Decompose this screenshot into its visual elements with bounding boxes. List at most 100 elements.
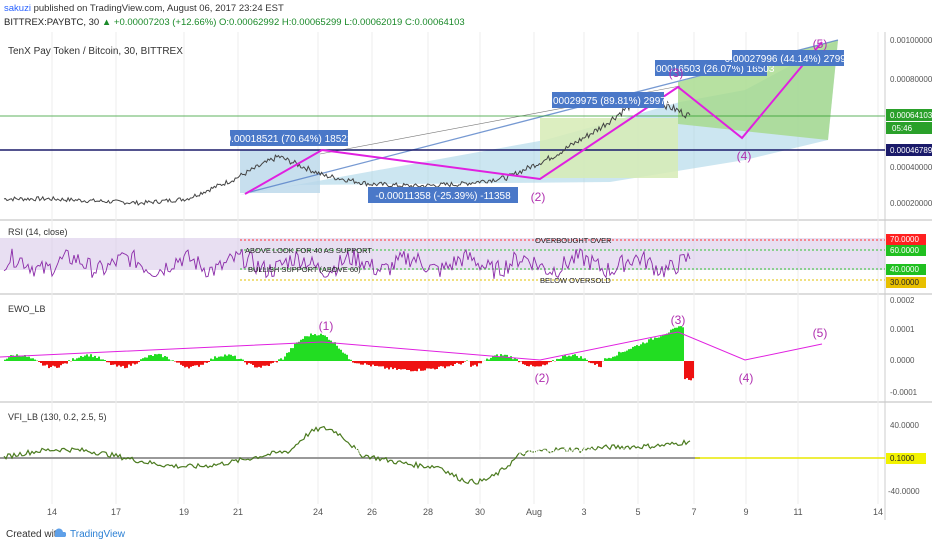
svg-text:0.00064103: 0.00064103 [890, 111, 932, 120]
ewo-bar [680, 326, 682, 361]
ewo-bar [560, 358, 562, 361]
ewo-bar [592, 361, 594, 364]
ewo-bar [92, 357, 94, 361]
vfi-note: Values above zero indicate a bullish sta… [352, 447, 739, 456]
ewo-bar [350, 359, 352, 361]
ewo-bar [608, 357, 610, 361]
ewo-bar [650, 338, 652, 361]
ewo-bar [422, 361, 424, 371]
ewo-bar [542, 361, 544, 365]
time-tick: 24 [313, 507, 323, 517]
ewo-bar [88, 356, 90, 361]
time-tick: 9 [743, 507, 748, 517]
ewo-bar [312, 335, 314, 361]
author-link[interactable]: sakuzi [4, 3, 31, 14]
chart-canvas[interactable]: TenX Pay Token / Bitcoin, 30, BITTREX 0.… [0, 32, 932, 520]
ewo-bar [150, 355, 152, 361]
ewo-bar [400, 361, 402, 370]
ewo-wave-2: (2) [535, 371, 550, 385]
ewo-bar [218, 356, 220, 361]
ewo-bar [280, 358, 282, 361]
ewo-bar [186, 361, 188, 367]
ewo-bar [82, 356, 84, 361]
ewo-bar [298, 341, 300, 361]
ewo-bar [282, 359, 284, 361]
ewo-bar [532, 361, 534, 367]
ewo-bar [158, 353, 160, 361]
ewo-bar [220, 356, 222, 361]
ewo-bar [540, 361, 542, 367]
ewo-bar [296, 342, 298, 361]
ewo-bar [116, 361, 118, 367]
ewo-bar [562, 356, 564, 361]
ewo-bar [154, 354, 156, 361]
ewo-bar [180, 361, 182, 365]
price-tick-1: 0.00080000 [890, 75, 932, 84]
ewo-bar [566, 356, 568, 361]
ewo-bar [420, 361, 422, 371]
ewo-bar [690, 361, 692, 381]
ewo-bar [352, 361, 354, 363]
annotation-2: -0.00011358 (-25.39%) -11358 [368, 187, 518, 203]
ewo-bar [122, 361, 124, 366]
ewo-bar [118, 361, 120, 366]
ewo-bar [72, 358, 74, 361]
ewo-bar [664, 334, 666, 361]
ewo-bar [662, 335, 664, 361]
ewo-bar [578, 357, 580, 361]
ewo-bar [470, 361, 472, 367]
ewo-bar [438, 361, 440, 367]
countdown-tag: 05:46 [886, 122, 932, 134]
rsi-tag-40: 40.0000 [886, 264, 926, 275]
time-tick: 17 [111, 507, 121, 517]
ewo-bar [386, 361, 388, 368]
ewo-bar [354, 361, 356, 364]
ewo-bar [428, 361, 430, 369]
ewo-bar [376, 361, 378, 366]
svg-text:60.0000: 60.0000 [890, 246, 919, 255]
ewo-bar [410, 361, 412, 372]
rsi-label-bullish: BULLISH SUPPORT (ABOVE 60) [248, 265, 361, 274]
ewo-bar [230, 354, 232, 361]
ewo-bar [160, 354, 162, 361]
ewo-bar [100, 359, 102, 361]
wave-path-price [244, 41, 823, 195]
ewo-bar [254, 361, 256, 368]
ewo-bar [366, 361, 368, 365]
ewo-bar [382, 361, 384, 367]
ewo-bar [572, 354, 574, 361]
ewo-bar [236, 359, 238, 361]
ewo-bar [356, 361, 358, 364]
ewo-bar [336, 345, 338, 361]
price-tick-0: 0.00100000 [890, 36, 932, 45]
ewo-bar [50, 361, 52, 367]
rsi-tag-70: 70.0000 [886, 234, 926, 245]
tradingview-brand[interactable]: TradingView [70, 529, 126, 540]
ewo-bar [244, 361, 246, 363]
ewo-bar [340, 349, 342, 361]
ewo-bar [204, 361, 206, 363]
tradingview-logo-icon [54, 528, 66, 537]
ewo-bar [262, 361, 264, 366]
ewo-bar [648, 339, 650, 361]
ewo-bar [208, 361, 210, 362]
svg-text:0.00016503 (26.07%) 16503: 0.00016503 (26.07%) 16503 [648, 64, 775, 75]
ewo-bar [384, 361, 386, 369]
ewo-bar [286, 352, 288, 361]
ewo-bar [20, 356, 22, 361]
ewo-bar [448, 361, 450, 367]
price-tick-2: 0.00040000 [890, 163, 932, 172]
ewo-bar [618, 351, 620, 361]
ewo-bar [624, 351, 626, 361]
ewo-bar [210, 358, 212, 361]
wave-label-5: (5) [813, 37, 828, 51]
time-tick: 21 [233, 507, 243, 517]
svg-text:-0.00011358 (-25.39%) -11358: -0.00011358 (-25.39%) -11358 [375, 191, 511, 202]
ewo-bar [464, 361, 466, 362]
ewo-bar [510, 356, 512, 361]
ewo-bar [596, 361, 598, 364]
ewo-bar [536, 361, 538, 367]
ewo-bar [248, 361, 250, 364]
ewo-bar [184, 361, 186, 368]
ewo-bar [616, 355, 618, 361]
